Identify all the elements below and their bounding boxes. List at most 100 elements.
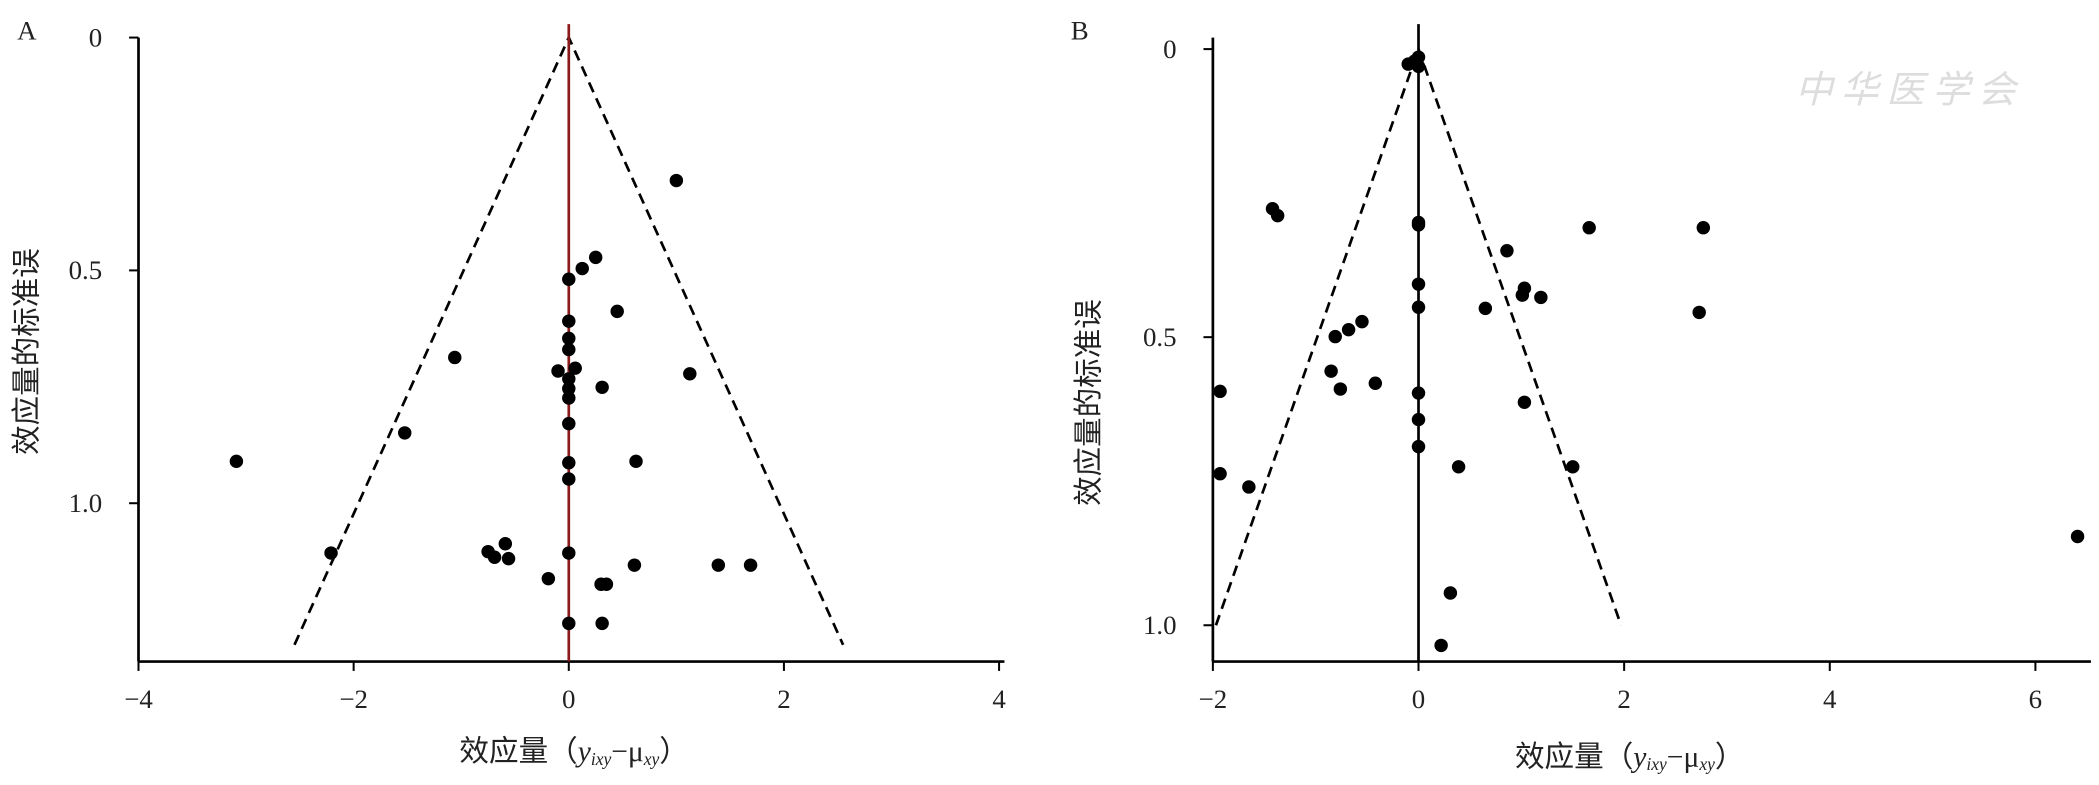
- point: [743, 558, 758, 572]
- y-tick-label: 0.5: [69, 255, 103, 285]
- point: [1451, 460, 1466, 474]
- y-axis-label: 效应量的标准误: [10, 248, 43, 455]
- point: [1324, 364, 1338, 378]
- point: [1500, 244, 1514, 258]
- x-axis-label-part: −μ: [1667, 741, 1700, 773]
- x-tick-label: 4: [1823, 684, 1837, 714]
- point: [562, 456, 576, 470]
- point: [1515, 288, 1530, 302]
- point: [1411, 277, 1426, 291]
- point: [1355, 314, 1369, 329]
- point: [562, 391, 576, 405]
- y-tick-label: 1.0: [69, 488, 103, 518]
- y-tick-label: 0.5: [1143, 322, 1177, 352]
- point: [627, 558, 642, 572]
- point: [551, 364, 565, 378]
- point: [562, 381, 576, 396]
- point: [1692, 305, 1706, 320]
- x-axis-label: 效应量（yixy−μxy）: [459, 735, 688, 769]
- point: [562, 372, 576, 386]
- x-axis-label-part: ixy: [591, 749, 612, 769]
- x-tick-label: −2: [1199, 684, 1228, 714]
- point: [448, 350, 462, 365]
- point: [1582, 220, 1596, 235]
- y-tick-label: 0: [1163, 34, 1176, 64]
- point: [1517, 395, 1532, 409]
- point: [595, 380, 609, 394]
- x-tick-label: 6: [2029, 684, 2042, 714]
- point: [487, 550, 502, 564]
- point: [229, 454, 244, 469]
- point: [1328, 329, 1342, 344]
- x-axis-label-part: −μ: [611, 736, 644, 768]
- point: [1411, 59, 1426, 74]
- point: [562, 472, 576, 486]
- point: [683, 367, 697, 381]
- y-tick-label: 1.0: [1143, 610, 1177, 640]
- point: [1534, 290, 1548, 305]
- x-tick-label: 2: [1617, 684, 1630, 714]
- point: [501, 551, 516, 566]
- x-axis-label-part: 效应量（: [1515, 740, 1633, 773]
- point: [1270, 208, 1285, 223]
- x-axis-label-part: y: [575, 736, 592, 768]
- point: [575, 261, 589, 276]
- x-axis-label-part: ）: [1715, 740, 1745, 773]
- point: [562, 342, 576, 357]
- point: [562, 314, 576, 328]
- point: [568, 361, 582, 375]
- x-axis-label-part: xy: [643, 749, 660, 769]
- point: [2070, 529, 2085, 544]
- point: [1411, 50, 1426, 64]
- point: [1434, 638, 1448, 653]
- x-tick-label: 2: [777, 684, 790, 714]
- watermark: 中华医学会: [1795, 70, 2024, 112]
- point: [1242, 480, 1256, 494]
- x-axis-label-part: xy: [1698, 754, 1715, 774]
- point: [541, 571, 556, 586]
- x-axis-label-part: y: [1630, 741, 1647, 773]
- point: [1333, 382, 1348, 396]
- y-axis-label: 效应量的标准误: [1073, 299, 1106, 506]
- point: [562, 331, 576, 346]
- point: [669, 173, 684, 188]
- point: [1411, 412, 1426, 427]
- point: [629, 454, 643, 469]
- x-axis-label-part: ）: [659, 735, 689, 768]
- x-tick-label: −4: [124, 684, 153, 714]
- panel-label: B: [1071, 16, 1089, 46]
- x-tick-label: 4: [992, 684, 1006, 714]
- x-axis-label: 效应量（yixy−μxy）: [1515, 740, 1744, 774]
- point: [1213, 467, 1227, 481]
- x-tick-label: −2: [339, 684, 368, 714]
- point: [1443, 586, 1458, 600]
- point: [562, 546, 576, 560]
- point: [1341, 322, 1356, 337]
- point: [324, 546, 338, 560]
- point: [711, 558, 726, 572]
- point: [588, 250, 603, 265]
- x-tick-label: 0: [562, 684, 575, 714]
- x-axis-label-part: ixy: [1646, 754, 1667, 774]
- point: [1368, 376, 1383, 390]
- point: [1478, 301, 1493, 316]
- point: [1696, 220, 1711, 235]
- panel-label: A: [17, 16, 37, 46]
- y-tick-label: 0: [89, 22, 102, 52]
- point: [562, 416, 576, 431]
- point: [1411, 386, 1426, 400]
- point: [1213, 384, 1227, 399]
- point: [498, 537, 513, 551]
- point: [610, 304, 624, 319]
- point: [1411, 218, 1426, 232]
- x-tick-label: 0: [1412, 684, 1425, 714]
- point: [1411, 300, 1426, 314]
- point: [562, 272, 576, 286]
- point: [562, 616, 576, 631]
- point: [1411, 439, 1426, 454]
- point: [595, 616, 609, 631]
- point: [398, 426, 412, 440]
- point: [1566, 460, 1580, 474]
- point: [599, 577, 614, 591]
